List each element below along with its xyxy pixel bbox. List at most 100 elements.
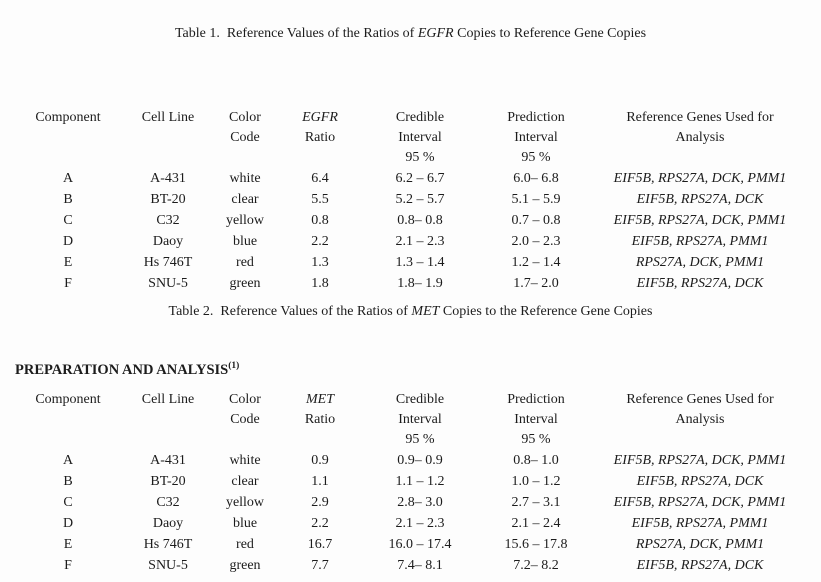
cell-cell-line: C32 bbox=[156, 495, 180, 510]
cell-prediction-interval: 5.1 – 5.9 bbox=[511, 192, 561, 207]
cell-reference-genes: EIF5B, RPS27A, DCK, PMM1 bbox=[613, 171, 787, 186]
table2: Component Cell Line Color Code MET Ratio C… bbox=[18, 390, 800, 576]
cell-cell-line: A-431 bbox=[150, 171, 186, 186]
cell-cell-line: SNU-5 bbox=[148, 276, 188, 291]
cell-credible-interval: 1.3 – 1.4 bbox=[395, 255, 445, 270]
table-row: B BT-20 clear 1.1 1.1 – 1.2 1.0 – 1.2 EI… bbox=[18, 471, 800, 492]
table-row: E Hs 746T red 1.3 1.3 – 1.4 1.2 – 1.4 RP… bbox=[18, 252, 800, 273]
table-row: F SNU-5 green 1.8 1.8– 1.9 1.7– 2.0 EIF5… bbox=[18, 273, 800, 294]
cell-prediction-interval: 6.0– 6.8 bbox=[513, 171, 559, 186]
header-color-line1: Color bbox=[229, 392, 261, 407]
header-color-line2: Code bbox=[230, 412, 260, 427]
table1-header-row: Component Cell Line Color Code EGFR Ratio … bbox=[18, 108, 800, 168]
header-color-code: Color Code bbox=[218, 108, 272, 168]
cell-component: D bbox=[62, 234, 74, 249]
table-row: A A-431 white 6.4 6.2 – 6.7 6.0– 6.8 EIF… bbox=[18, 168, 800, 189]
table-row: B BT-20 clear 5.5 5.2 – 5.7 5.1 – 5.9 EI… bbox=[18, 189, 800, 210]
cell-credible-interval: 1.8– 1.9 bbox=[397, 276, 443, 291]
cell-cell-line: Hs 746T bbox=[143, 255, 193, 270]
header-cell-line: Cell Line bbox=[118, 108, 218, 168]
header-ratio: EGFR Ratio bbox=[272, 108, 368, 168]
cell-ratio: 6.4 bbox=[311, 171, 329, 186]
cell-prediction-interval: 1.7– 2.0 bbox=[513, 276, 559, 291]
cell-reference-genes: EIF5B, RPS27A, DCK bbox=[636, 192, 764, 207]
header-credible-line1: Credible bbox=[395, 110, 445, 125]
cell-prediction-interval: 7.2– 8.2 bbox=[513, 558, 559, 573]
cell-prediction-interval: 1.2 – 1.4 bbox=[511, 255, 561, 270]
header-credible-line3: 95 % bbox=[405, 150, 435, 165]
cell-color-code: red bbox=[236, 537, 254, 552]
header-ratio-gene: EGFR bbox=[302, 110, 338, 125]
cell-component: E bbox=[63, 537, 73, 552]
cell-ratio: 5.5 bbox=[311, 192, 329, 207]
table-row: E Hs 746T red 16.7 16.0 – 17.4 15.6 – 17… bbox=[18, 534, 800, 555]
cell-component: F bbox=[64, 558, 72, 573]
cell-prediction-interval: 2.0 – 2.3 bbox=[511, 234, 561, 249]
header-prediction-line2: Interval bbox=[514, 130, 558, 145]
table1-title-gene: EGFR bbox=[417, 26, 454, 41]
header-credible-interval: Credible Interval 95 % bbox=[368, 108, 472, 168]
cell-color-code: yellow bbox=[225, 495, 265, 510]
header-prediction-line3: 95 % bbox=[521, 150, 551, 165]
table2-title-gene: MET bbox=[411, 304, 440, 319]
cell-color-code: blue bbox=[232, 516, 258, 531]
header-genes-line1: Reference Genes Used for bbox=[626, 392, 774, 407]
table1-title-pre: Table 1. Reference Values of the Ratios … bbox=[174, 26, 418, 41]
cell-ratio: 1.8 bbox=[311, 276, 329, 291]
cell-reference-genes: EIF5B, RPS27A, DCK bbox=[636, 558, 764, 573]
header-prediction-line2: Interval bbox=[514, 412, 558, 427]
table2-header-row: Component Cell Line Color Code MET Ratio C… bbox=[18, 390, 800, 450]
header-prediction-interval: Prediction Interval 95 % bbox=[472, 108, 600, 168]
cell-reference-genes: RPS27A, DCK, PMM1 bbox=[635, 537, 765, 552]
section-heading: PREPARATION AND ANALYSIS(1) bbox=[15, 361, 239, 379]
cell-reference-genes: EIF5B, RPS27A, DCK, PMM1 bbox=[613, 495, 787, 510]
cell-credible-interval: 1.1 – 1.2 bbox=[395, 474, 445, 489]
header-reference-genes: Reference Genes Used for Analysis bbox=[600, 108, 800, 168]
header-component: Component bbox=[18, 108, 118, 168]
header-credible-interval: Credible Interval 95 % bbox=[368, 390, 472, 450]
cell-cell-line: BT-20 bbox=[150, 474, 186, 489]
cell-cell-line: A-431 bbox=[150, 453, 186, 468]
table-row: C C32 yellow 0.8 0.8– 0.8 0.7 – 0.8 EIF5… bbox=[18, 210, 800, 231]
cell-cell-line: BT-20 bbox=[150, 192, 186, 207]
table-row: C C32 yellow 2.9 2.8– 3.0 2.7 – 3.1 EIF5… bbox=[18, 492, 800, 513]
header-color-code: Color Code bbox=[218, 390, 272, 450]
table-row: A A-431 white 0.9 0.9– 0.9 0.8– 1.0 EIF5… bbox=[18, 450, 800, 471]
header-credible-line2: Interval bbox=[398, 412, 442, 427]
cell-component: D bbox=[62, 516, 74, 531]
cell-component: B bbox=[63, 474, 73, 489]
cell-credible-interval: 2.8– 3.0 bbox=[397, 495, 443, 510]
table1: Component Cell Line Color Code EGFR Ratio … bbox=[18, 108, 800, 294]
header-ratio-gene: MET bbox=[306, 392, 334, 407]
cell-reference-genes: EIF5B, RPS27A, DCK, PMM1 bbox=[613, 213, 787, 228]
cell-cell-line: SNU-5 bbox=[148, 558, 188, 573]
cell-component: F bbox=[64, 276, 72, 291]
cell-credible-interval: 5.2 – 5.7 bbox=[395, 192, 445, 207]
table2-title-pre: Table 2. Reference Values of the Ratios … bbox=[168, 304, 412, 319]
cell-reference-genes: EIF5B, RPS27A, DCK bbox=[636, 474, 764, 489]
table1-title-post: Copies to Reference Gene Copies bbox=[453, 26, 647, 41]
cell-cell-line: Daoy bbox=[152, 516, 184, 531]
table2-title-post: Copies to the Reference Gene Copies bbox=[439, 304, 653, 319]
cell-color-code: blue bbox=[232, 234, 258, 249]
cell-ratio: 2.9 bbox=[311, 495, 329, 510]
cell-prediction-interval: 2.1 – 2.4 bbox=[511, 516, 561, 531]
cell-reference-genes: EIF5B, RPS27A, PMM1 bbox=[631, 516, 769, 531]
header-cell-line-label: Cell Line bbox=[141, 392, 195, 407]
header-prediction-line1: Prediction bbox=[507, 392, 565, 407]
cell-ratio: 2.2 bbox=[311, 234, 329, 249]
cell-ratio: 0.9 bbox=[311, 453, 329, 468]
cell-cell-line: C32 bbox=[156, 213, 180, 228]
header-prediction-line3: 95 % bbox=[521, 432, 551, 447]
cell-color-code: white bbox=[229, 453, 261, 468]
header-credible-line3: 95 % bbox=[405, 432, 435, 447]
cell-ratio: 7.7 bbox=[311, 558, 329, 573]
header-color-line2: Code bbox=[230, 130, 260, 145]
cell-cell-line: Daoy bbox=[152, 234, 184, 249]
header-prediction-interval: Prediction Interval 95 % bbox=[472, 390, 600, 450]
header-genes-line2: Analysis bbox=[675, 130, 725, 145]
cell-reference-genes: RPS27A, DCK, PMM1 bbox=[635, 255, 765, 270]
cell-component: E bbox=[63, 255, 73, 270]
cell-ratio: 0.8 bbox=[311, 213, 329, 228]
header-color-line1: Color bbox=[229, 110, 261, 125]
